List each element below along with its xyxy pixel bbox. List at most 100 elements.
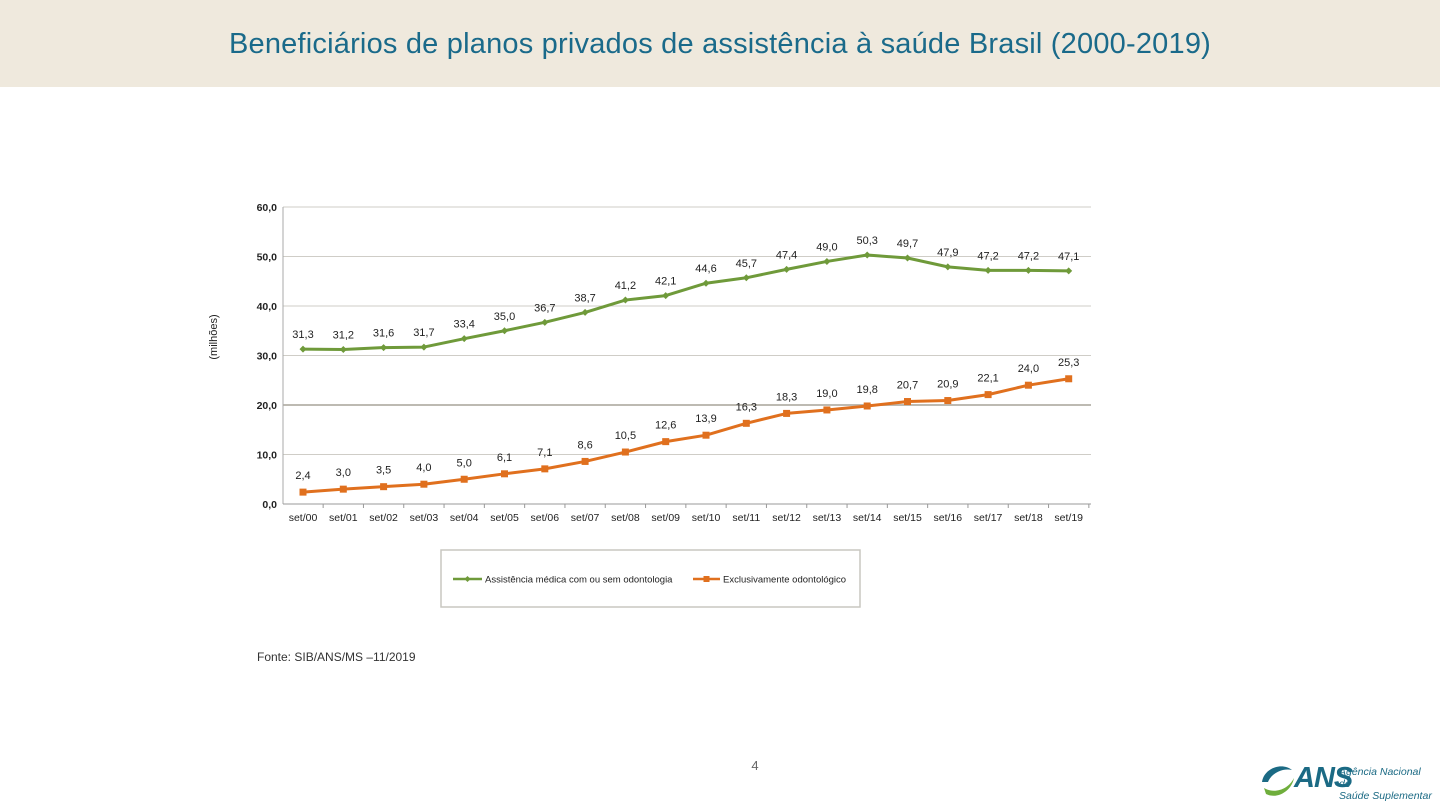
x-tick-label: set/00 [289,512,318,524]
data-point [1024,381,1032,389]
data-point [904,254,911,262]
data-label: 35,0 [494,311,515,323]
data-point [581,457,589,465]
data-label: 22,1 [977,373,998,385]
data-point [904,398,911,406]
y-tick-label: 0,0 [262,499,277,511]
data-point [621,448,629,456]
data-point [501,470,508,478]
x-tick-label: set/13 [813,512,842,524]
legend-swatch-marker [703,576,710,582]
x-tick-label: set/10 [692,512,721,524]
data-label: 19,8 [856,384,877,396]
data-label: 19,0 [816,388,837,400]
data-point [380,483,388,491]
data-label: 3,0 [336,467,351,479]
data-point [742,419,750,427]
data-label: 4,0 [416,462,431,474]
data-label: 31,6 [373,328,394,340]
data-point [944,263,952,271]
data-label: 47,4 [776,249,797,261]
x-tick-label: set/19 [1054,512,1083,524]
data-label: 25,3 [1058,357,1079,369]
data-label: 31,2 [333,330,354,342]
y-tick-label: 60,0 [257,202,278,214]
data-label: 16,3 [736,401,757,413]
data-label: 18,3 [776,391,797,403]
data-label: 13,9 [695,413,716,425]
data-label: 31,7 [413,327,434,339]
data-point [662,292,670,300]
data-label: 47,9 [937,247,958,259]
ans-swirl-icon [1262,766,1294,796]
data-point [380,344,388,352]
legend-label-odontologico: Exclusivamente odontológico [723,575,846,586]
ans-logo-subtitle: Agência Nacional de Saúde Suplementar [1339,766,1433,802]
x-tick-label: set/15 [893,512,922,524]
data-label: 8,6 [577,439,592,451]
data-point [420,343,428,351]
data-point [863,402,871,410]
ans-logo-line2: Saúde Suplementar [1339,790,1432,802]
data-label: 47,1 [1058,251,1079,263]
data-label: 20,7 [897,380,918,392]
data-point [984,266,992,274]
x-tick-label: set/09 [651,512,680,524]
data-point [460,475,468,483]
data-point [1065,267,1073,275]
x-tick-label: set/11 [732,512,760,524]
ans-logo: ANS Agência Nacional de Saúde Suplementa… [1258,760,1433,802]
x-tick-label: set/12 [772,512,801,524]
x-tick-label: set/04 [450,512,479,524]
data-label: 2,4 [295,470,310,482]
data-label: 36,7 [534,302,555,314]
data-label: 47,2 [977,250,998,262]
data-point [460,335,468,343]
data-point [541,465,549,473]
x-tick-label: set/16 [933,512,962,524]
data-point [742,274,750,282]
data-point [944,397,952,405]
x-tick-label: set/03 [410,512,439,524]
data-label: 38,7 [574,292,595,304]
page-number: 4 [751,758,759,773]
data-point [299,345,307,353]
legend-box [440,549,861,608]
ans-logo-line1: Agência Nacional de [1339,766,1421,790]
data-point [662,438,670,446]
data-point [339,485,347,493]
data-label: 7,1 [537,447,552,459]
data-point [823,257,831,265]
data-point [783,409,791,417]
x-tick-label: set/01 [329,512,358,524]
data-point [783,265,791,273]
legend-swatch-marker [464,576,471,582]
x-tick-label: set/05 [490,512,519,524]
data-label: 45,7 [736,258,757,270]
x-tick-label: set/18 [1014,512,1043,524]
x-tick-label: set/07 [571,512,600,524]
x-tick-label: set/06 [530,512,559,524]
data-label: 6,1 [497,452,512,464]
data-point [702,431,710,439]
x-tick-label: set/14 [853,512,882,524]
data-point [339,346,347,354]
data-label: 42,1 [655,276,676,288]
data-label: 50,3 [856,235,877,247]
data-label: 44,6 [695,263,716,275]
series-line-assistencia-medica [302,253,1069,352]
y-tick-label: 10,0 [257,450,278,462]
y-tick-label: 40,0 [257,301,278,313]
data-point [621,296,629,304]
data-label: 3,5 [376,465,391,477]
x-tick-label: set/08 [611,512,640,524]
x-tick-label: set/17 [974,512,1003,524]
y-tick-label: 50,0 [257,252,278,264]
y-tick-label: 30,0 [257,351,278,363]
y-tick-label: 20,0 [257,400,278,412]
data-point [702,279,710,287]
data-label: 31,3 [292,329,313,341]
data-point [823,406,831,414]
series-line-odontologico [302,377,1069,494]
